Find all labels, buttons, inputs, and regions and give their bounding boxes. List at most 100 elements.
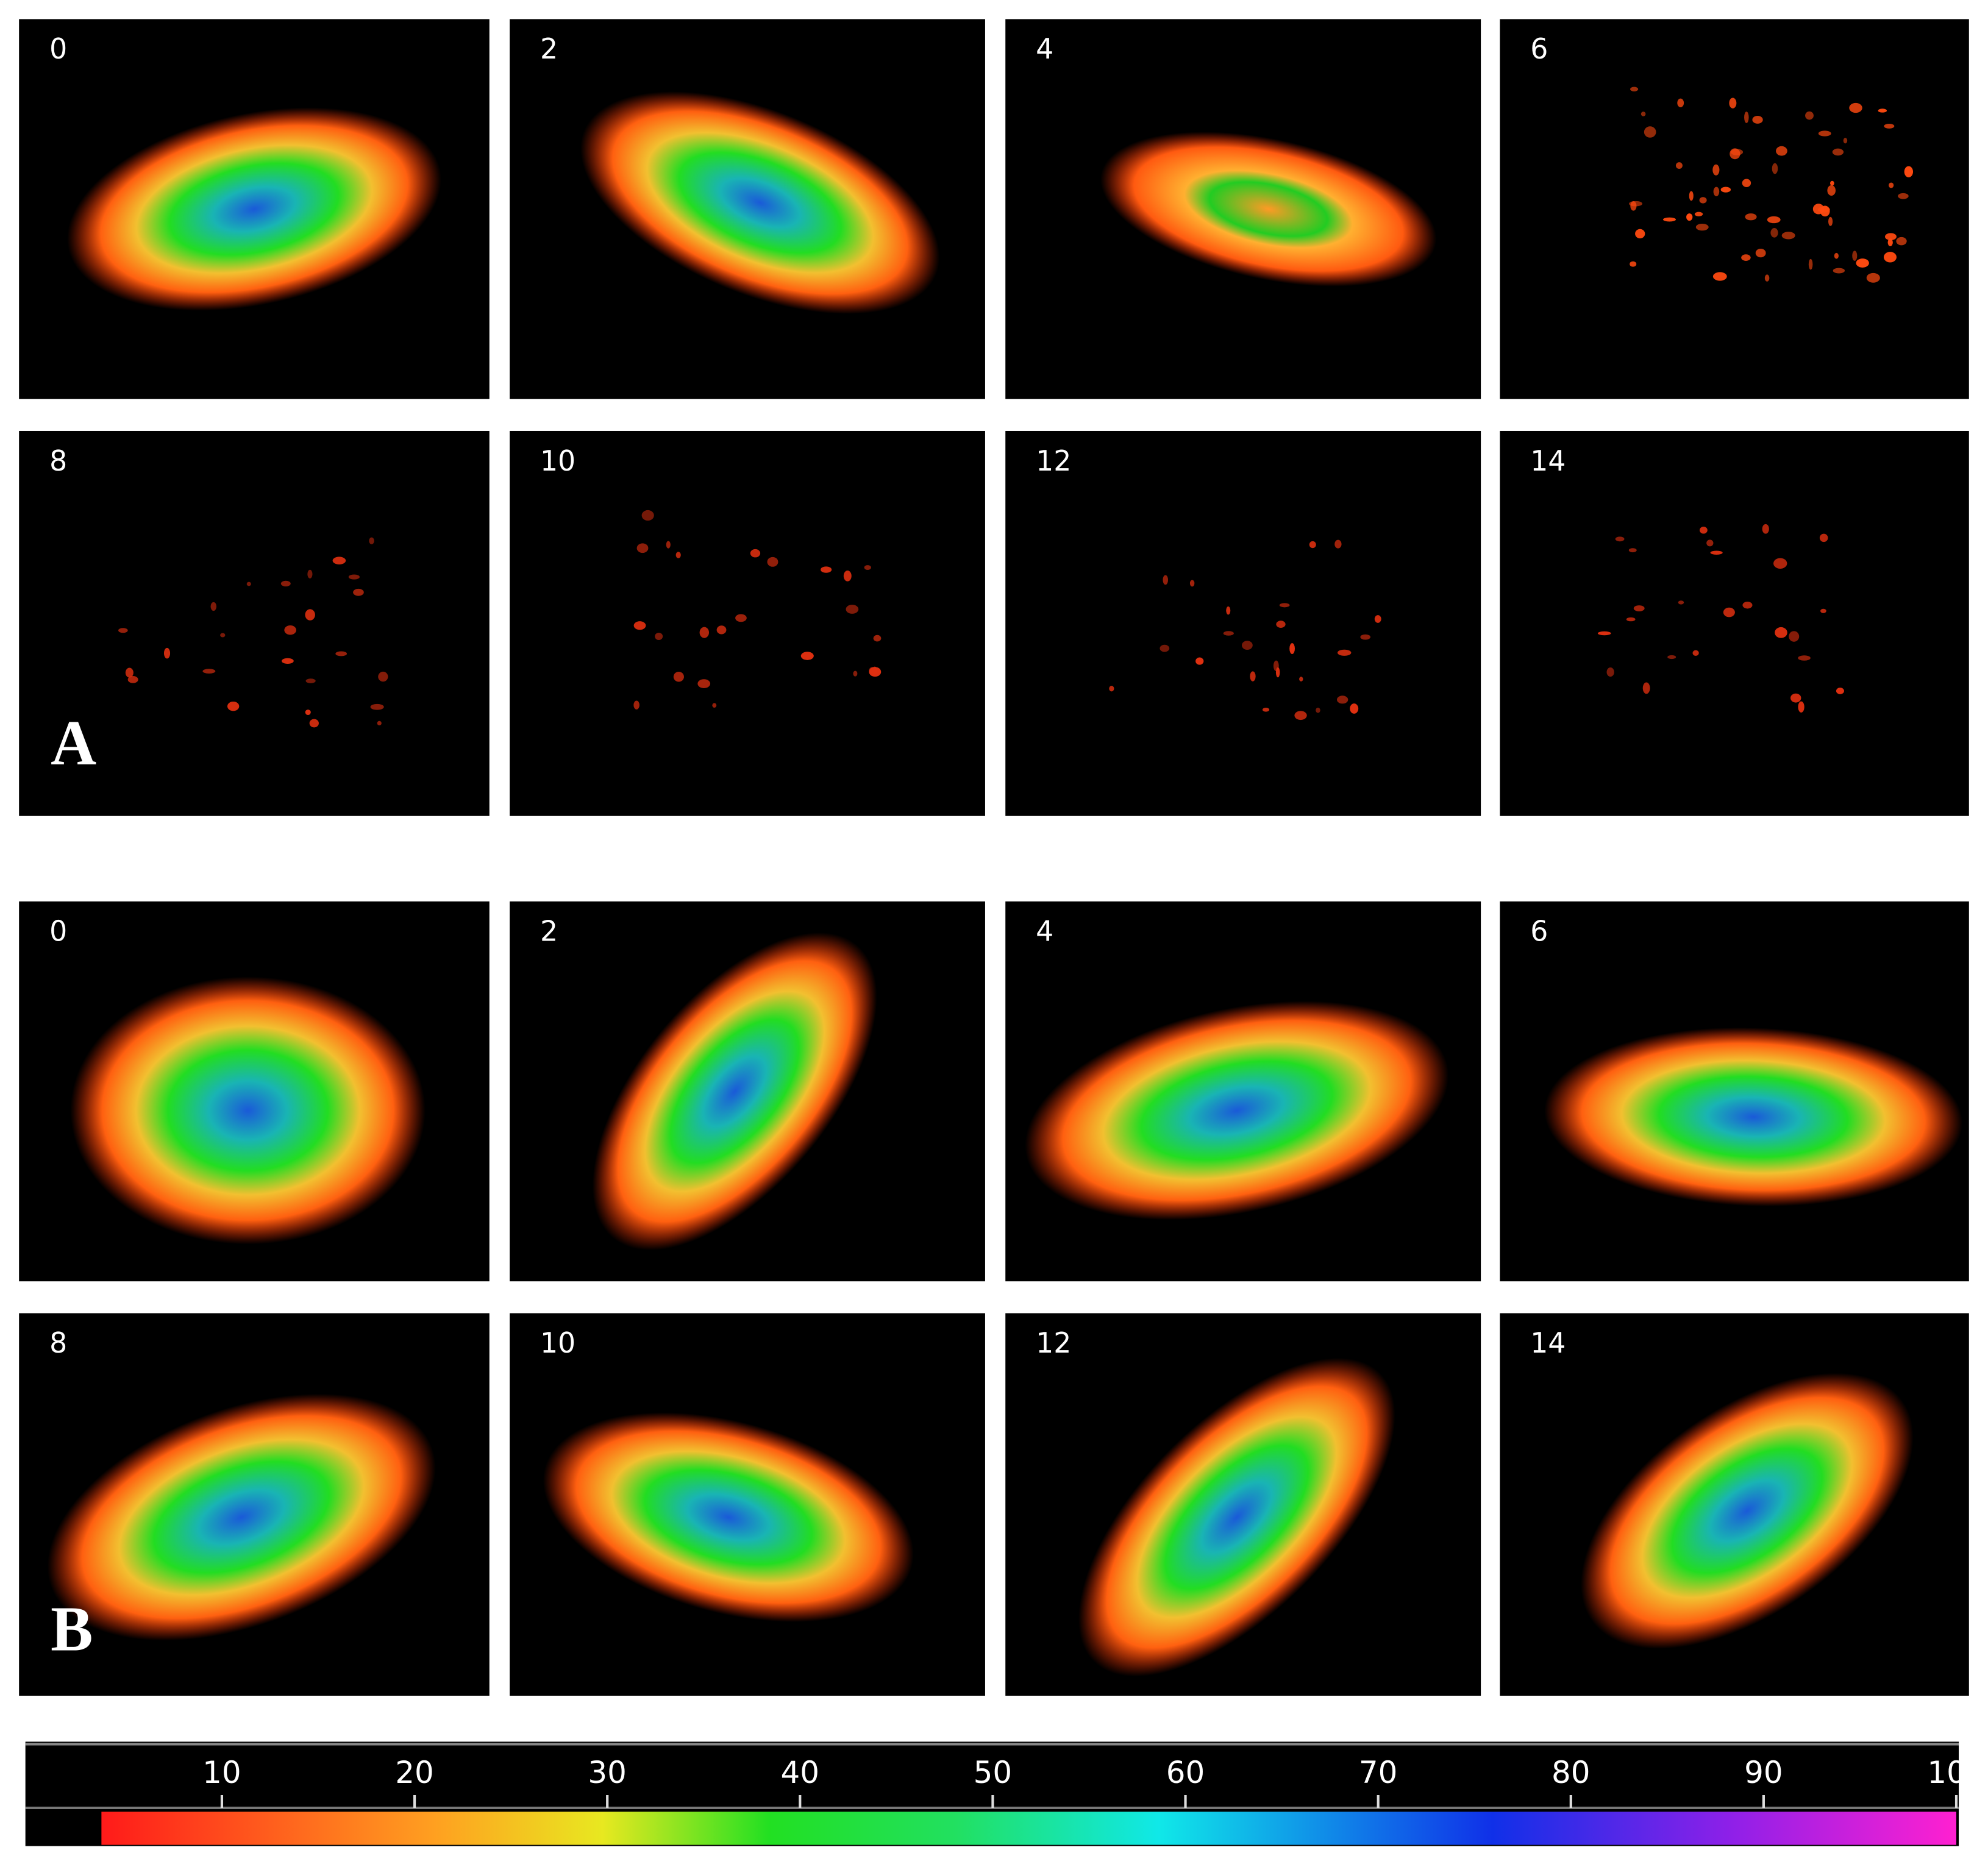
fluorescence-spot: [332, 557, 346, 564]
cell: [580, 91, 940, 315]
fluorescence-spot: [1606, 667, 1614, 677]
fluorescence-spot: [1678, 600, 1684, 605]
image-panel: 6: [1500, 901, 1969, 1282]
fluorescence-spot: [1818, 130, 1831, 137]
fluorescence-spot: [1686, 213, 1693, 221]
image-panel: 10: [510, 430, 985, 816]
fluorescence-spot: [712, 703, 717, 708]
fluorescence-spot: [1642, 682, 1650, 694]
cell: [1078, 1357, 1395, 1677]
image-panel: 2: [510, 19, 985, 399]
fluorescence-spot: [1775, 627, 1787, 638]
frame-label: 10: [540, 1326, 575, 1359]
fluorescence-spot: [1195, 657, 1204, 665]
image-panel: 4: [1005, 19, 1481, 399]
frame-label: 10: [540, 444, 575, 477]
fluorescence-spot: [1762, 524, 1769, 534]
colorbar-tick-label: 60: [1166, 1755, 1205, 1790]
fluorescence-spot: [282, 658, 294, 664]
fluorescence-spot: [1629, 201, 1643, 207]
image-panel: 10: [510, 1313, 985, 1696]
fluorescence-spot: [1223, 631, 1234, 636]
fluorescence-spot: [1729, 98, 1737, 108]
panel-background: [1005, 430, 1481, 816]
fluorescence-spot: [873, 635, 882, 642]
fluorescence-spot: [1832, 148, 1844, 156]
fluorescence-spot: [284, 625, 297, 635]
frame-label: 0: [49, 32, 67, 65]
fluorescence-spot: [1843, 138, 1848, 144]
fluorescence-spot: [1635, 229, 1645, 239]
fluorescence-spot: [1878, 108, 1887, 113]
fluorescence-spot: [280, 580, 291, 587]
fluorescence-spot: [1781, 232, 1795, 240]
fluorescence-spot: [163, 647, 171, 659]
fluorescence-spot: [1866, 272, 1880, 283]
frame-label: 14: [1530, 1326, 1566, 1359]
fluorescence-spot: [636, 543, 649, 553]
fluorescence-spot: [843, 571, 852, 582]
cell: [70, 976, 426, 1245]
fluorescence-spot: [1836, 688, 1844, 694]
fluorescence-spot: [655, 633, 663, 641]
fluorescence-spot: [1834, 252, 1839, 259]
fluorescence-spot: [675, 552, 681, 558]
fluorescence-spot: [378, 671, 388, 682]
colorbar: 10 20 30 40 50 60 70 80 90 100: [25, 1741, 1985, 1846]
fluorescence-spot: [1767, 216, 1781, 224]
image-panel: 12: [1005, 1313, 1481, 1696]
fluorescence-spot: [202, 669, 216, 674]
colorbar-tick-label: 100: [1927, 1755, 1985, 1790]
colorbar-tick-label: 70: [1359, 1755, 1398, 1790]
image-panel: 8: [19, 430, 490, 816]
fluorescence-spot: [1819, 533, 1828, 542]
fluorescence-spot: [1830, 180, 1834, 186]
fluorescence-spot: [1723, 607, 1735, 617]
colorbar-tick-label: 90: [1744, 1755, 1783, 1790]
fluorescence-spot: [1109, 686, 1114, 692]
fluorescence-spot: [1742, 602, 1753, 609]
fluorescence-spot: [1316, 707, 1320, 713]
fluorescence-spot: [1776, 146, 1787, 156]
fluorescence-spot: [633, 621, 646, 630]
fluorescence-spot: [1730, 148, 1740, 160]
fluorescence-spot: [1626, 617, 1636, 622]
image-panel: 0: [19, 901, 490, 1282]
fluorescence-spot: [1896, 237, 1907, 246]
fluorescence-spot: [1827, 185, 1836, 196]
fluorescence-spot: [1898, 193, 1909, 199]
fluorescence-spot: [305, 710, 311, 716]
fluorescence-spot: [1630, 87, 1639, 91]
fluorescence-spot: [699, 627, 710, 638]
fluorescence-spot: [305, 609, 315, 621]
fluorescence-spot: [1667, 655, 1676, 660]
frame-label: 6: [1530, 32, 1548, 65]
fluorescence-spot: [864, 565, 871, 570]
fluorescence-spot: [1628, 548, 1637, 553]
colorbar-tick-label: 10: [202, 1755, 241, 1790]
fluorescence-spot: [1770, 228, 1778, 238]
fluorescence-spot: [1789, 631, 1800, 642]
fluorescence-spot: [1745, 213, 1757, 221]
fluorescence-spot: [1883, 252, 1897, 263]
fluorescence-spot: [220, 633, 226, 638]
fluorescence-spot: [1805, 111, 1814, 120]
image-panel: 0: [19, 19, 490, 399]
fluorescence-spot: [871, 666, 878, 675]
fluorescence-spot: [1294, 711, 1307, 720]
cell: [1025, 1001, 1449, 1220]
panel-letter: B: [51, 1593, 93, 1664]
fluorescence-spot: [1336, 695, 1348, 704]
fluorescence-spot: [1889, 182, 1894, 188]
fluorescence-spot: [1615, 536, 1625, 542]
fluorescence-spot: [1712, 272, 1727, 281]
fluorescence-spot: [1226, 606, 1231, 615]
colorbar-tick-label: 40: [781, 1755, 820, 1790]
fluorescence-spot: [767, 557, 778, 567]
panels: 0 2 4 6 8 10 12 14 A 0 2 4 6 8 10 12 14 B: [19, 19, 1969, 1696]
cell: [47, 1393, 436, 1641]
panel-background: [1500, 430, 1969, 816]
fluorescence-spot: [1820, 608, 1826, 613]
fluorescence-spot: [1752, 116, 1763, 124]
